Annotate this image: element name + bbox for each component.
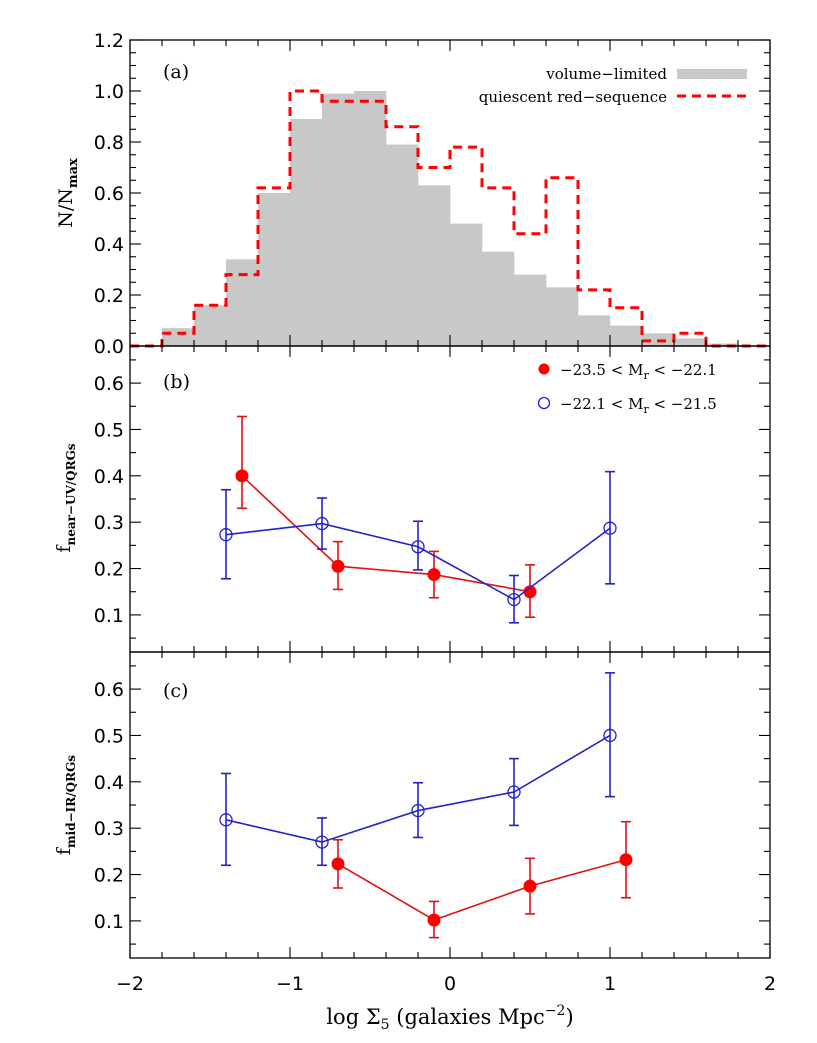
blue-data-point xyxy=(315,516,329,531)
red-data-point xyxy=(427,568,441,582)
volume-limited-bar xyxy=(578,315,611,346)
panel-b-y-tick-label: 0.1 xyxy=(94,605,124,627)
panel-a-legend: volume−limited quiescent red−sequence xyxy=(479,65,747,106)
panel-c-y-tick-label: 0.6 xyxy=(94,679,124,701)
panel-a-ylabel: N/Nmax xyxy=(55,158,81,228)
red-data-point xyxy=(619,853,633,867)
volume-limited-bar xyxy=(322,93,355,346)
axis-ticks: −2 −1 0 1 2 0.0 0.2 0.4 0.6 0.8 1.0 1.2 0.1 0.2 0.3 0.4… xyxy=(94,30,776,995)
red-data-point xyxy=(523,585,537,599)
volume-limited-bar xyxy=(386,144,419,346)
volume-limited-bar xyxy=(418,185,451,346)
x-tick-label: 0 xyxy=(444,973,456,995)
volume-limited-bar xyxy=(546,287,579,346)
panel-c-y-tick-label: 0.3 xyxy=(94,818,124,840)
blue-data-point xyxy=(603,728,617,743)
red-series-line xyxy=(241,475,531,593)
panel-b-y-tick-label: 0.5 xyxy=(94,419,124,441)
legend-quiescent: quiescent red−sequence xyxy=(479,88,667,106)
legend-blue-text: −22.1 < Mr < −21.5 xyxy=(560,395,717,416)
panel-c-y-tick-label: 0.4 xyxy=(94,772,124,794)
volume-limited-bar xyxy=(610,325,643,346)
panel-a-y-tick-label: 1.2 xyxy=(94,30,124,52)
x-tick-label: −1 xyxy=(276,973,304,995)
x-tick-label: 1 xyxy=(604,973,616,995)
blue-data-point xyxy=(507,785,521,799)
panel-b-legend: −23.5 < Mr < −22.1 −22.1 < Mr < −21.5 xyxy=(537,361,717,416)
red-data-point xyxy=(331,559,345,573)
volume-limited-bar xyxy=(162,328,195,346)
volume-limited-bar xyxy=(450,223,483,346)
panel-c-mid-ir-fraction xyxy=(219,672,633,939)
volume-limited-bar xyxy=(226,259,259,346)
panel-a-histogram xyxy=(130,89,770,348)
volume-limited-bar xyxy=(514,274,547,346)
panel-c-y-tick-label: 0.5 xyxy=(94,725,124,747)
volume-limited-bar xyxy=(674,338,707,346)
blue-data-point xyxy=(315,835,329,849)
panel-b-y-tick-label: 0.3 xyxy=(94,512,124,534)
red-data-point xyxy=(427,913,441,927)
quiescent-red-sequence-histogram xyxy=(130,89,770,348)
panel-b-label: (b) xyxy=(163,371,190,393)
legend-red-marker xyxy=(538,363,550,375)
panel-a-label: (a) xyxy=(163,61,189,83)
panel-a-y-tick-label: 1.0 xyxy=(94,81,124,103)
panel-c-label: (c) xyxy=(163,680,188,702)
volume-limited-bar xyxy=(258,193,291,346)
panel-a-y-tick-label: 0.6 xyxy=(94,183,124,205)
panel-c-y-tick-label: 0.1 xyxy=(94,911,124,933)
volume-limited-bar xyxy=(482,251,515,346)
blue-data-point xyxy=(411,540,425,554)
panel-c-ylabel: fmid−IR/QRGs xyxy=(53,755,78,855)
red-data-point xyxy=(235,469,249,483)
blue-data-point xyxy=(603,521,617,535)
legend-volume-swatch xyxy=(677,69,747,79)
volume-limited-bar xyxy=(354,91,387,346)
panel-b-near-uv-fraction xyxy=(219,415,617,624)
panel-b-ylabel: fnear−UV/QRGs xyxy=(53,443,78,552)
blue-data-point xyxy=(219,813,233,827)
panel-a-y-tick-label: 0.0 xyxy=(94,336,124,358)
legend-blue-marker xyxy=(537,396,551,410)
panel-c-y-tick-label: 0.2 xyxy=(94,865,124,887)
panel-a-y-tick-label: 0.8 xyxy=(94,132,124,154)
red-data-point xyxy=(523,879,537,893)
legend-red-text: −23.5 < Mr < −22.1 xyxy=(560,361,717,382)
panel-a-y-tick-label: 0.2 xyxy=(94,285,124,307)
panel-b-y-tick-label: 0.6 xyxy=(94,373,124,395)
red-series-line xyxy=(337,858,627,921)
blue-data-point xyxy=(411,803,425,818)
x-tick-label: 2 xyxy=(764,973,776,995)
volume-limited-bar xyxy=(290,119,323,346)
x-axis-label: log Σ5 (galaxies Mpc−2) xyxy=(326,1003,573,1033)
red-data-point xyxy=(331,857,345,871)
blue-data-point xyxy=(507,592,521,607)
panel-b-y-tick-label: 0.2 xyxy=(94,559,124,581)
panel-b-y-tick-label: 0.4 xyxy=(94,466,124,488)
legend-volume-limited: volume−limited xyxy=(545,65,667,83)
blue-data-point xyxy=(219,528,233,542)
panel-a-y-tick-label: 0.4 xyxy=(94,234,124,256)
volume-limited-bar xyxy=(194,305,227,346)
x-tick-label: −2 xyxy=(116,973,144,995)
volume-limited-bar xyxy=(706,343,739,346)
